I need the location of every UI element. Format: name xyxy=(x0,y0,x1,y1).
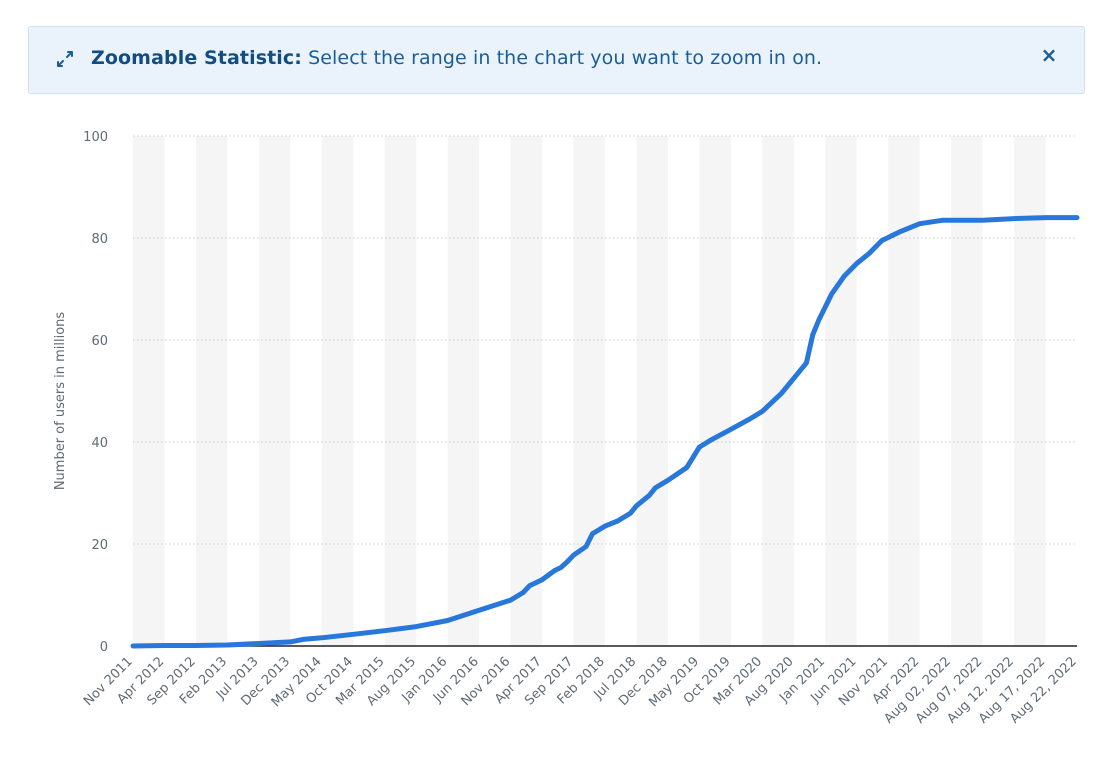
y-tick-label: 100 xyxy=(83,130,108,145)
banner-text: Select the range in the chart you want t… xyxy=(301,47,823,69)
y-tick-label: 80 xyxy=(91,232,108,247)
background-band xyxy=(636,136,668,646)
background-band xyxy=(699,136,731,646)
background-band xyxy=(573,136,605,646)
background-band xyxy=(1014,136,1046,646)
background-band xyxy=(258,136,291,646)
y-axis-ticks: 0 20 40 60 80 100 xyxy=(83,130,108,655)
y-tick-label: 0 xyxy=(100,640,108,655)
y-tick-label: 60 xyxy=(91,334,108,349)
background-band xyxy=(133,136,165,646)
background-band xyxy=(510,136,543,646)
background-band xyxy=(762,136,794,646)
series-line-users[interactable] xyxy=(130,215,1080,649)
background-bands xyxy=(133,136,1046,646)
gridlines xyxy=(133,135,1077,545)
background-band xyxy=(384,136,417,646)
expand-arrows-icon xyxy=(57,51,73,67)
background-band xyxy=(825,136,857,646)
background-band xyxy=(195,136,228,646)
banner-title: Zoomable Statistic: xyxy=(91,47,302,69)
close-icon[interactable]: × xyxy=(1040,43,1058,67)
background-band xyxy=(447,136,480,646)
background-band xyxy=(888,136,920,646)
background-band xyxy=(951,136,983,646)
zoom-info-banner: Zoomable Statistic: Select the range in … xyxy=(28,26,1085,94)
banner-message: Zoomable Statistic: Select the range in … xyxy=(91,47,822,69)
y-axis-label: Number of users in millions xyxy=(53,312,68,491)
y-tick-label: 20 xyxy=(91,538,108,553)
background-band xyxy=(321,136,354,646)
y-tick-label: 40 xyxy=(91,436,108,451)
